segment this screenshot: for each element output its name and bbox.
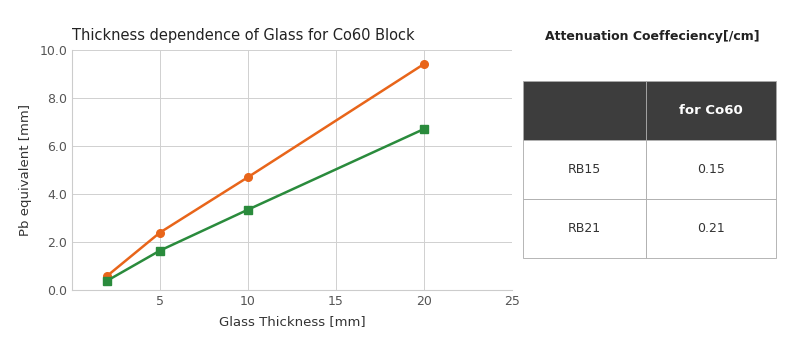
Text: Attenuation Coeffeciency[/cm]: Attenuation Coeffeciency[/cm] [545,30,759,44]
Legend: RB21, RB15: RB21, RB15 [175,353,338,354]
Y-axis label: Pb equivalent [mm]: Pb equivalent [mm] [19,104,32,236]
Text: for Co60: for Co60 [679,104,742,118]
Bar [523,140,646,199]
Bar [646,199,776,258]
Bar [523,199,646,258]
X-axis label: Glass Thickness [mm]: Glass Thickness [mm] [218,315,366,328]
Text: RB15: RB15 [568,163,601,176]
Text: 0.21: 0.21 [697,222,725,235]
Bar [646,81,776,140]
Bar [523,81,646,140]
Text: RB21: RB21 [568,222,601,235]
Bar [646,140,776,199]
Text: Thickness dependence of Glass for Co60 Block: Thickness dependence of Glass for Co60 B… [72,28,414,43]
Text: 0.15: 0.15 [697,163,725,176]
